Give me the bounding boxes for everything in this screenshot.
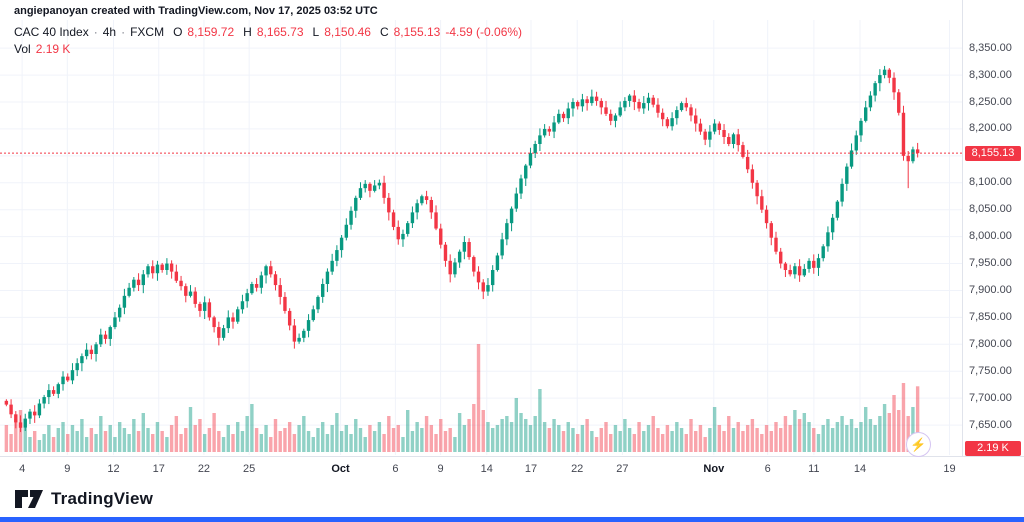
time-tick-label: 4	[19, 463, 26, 475]
tradingview-logo-icon[interactable]	[14, 488, 44, 510]
legend-separator: ·	[121, 25, 126, 39]
volume-series	[4, 344, 920, 452]
time-tick-label: 27	[616, 463, 629, 475]
price-tick-label: 7,650.00	[969, 418, 1012, 431]
time-tick-label: 9	[64, 463, 71, 475]
close-label: C	[379, 25, 389, 39]
time-tick-label: 12	[107, 463, 120, 475]
price-tick-label: 8,050.00	[969, 203, 1012, 216]
symbol-legend: CAC 40 Index · 4h · FXCM O 8,159.72 H 8,…	[14, 25, 522, 39]
volume-legend: Vol 2.19 K	[14, 42, 70, 56]
price-tick-label: 7,900.00	[969, 283, 1012, 296]
price-tick-label: 7,950.00	[969, 257, 1012, 270]
last-price-badge: 8,155.13	[965, 145, 1021, 161]
price-tick-label: 7,850.00	[969, 310, 1012, 323]
volume-badge: 2.19 K	[965, 441, 1021, 456]
low-label: L	[312, 25, 320, 39]
price-chart-canvas[interactable]	[0, 0, 1024, 456]
price-tick-label: 7,800.00	[969, 337, 1012, 350]
price-tick-label: 8,100.00	[969, 176, 1012, 189]
lightning-icon: ⚡	[910, 436, 927, 452]
interval-label[interactable]: 4h	[102, 25, 117, 39]
time-tick-label: 17	[524, 463, 538, 475]
bottom-accent-bar	[0, 517, 1024, 522]
volume-label[interactable]: Vol	[14, 42, 31, 56]
gridlines	[0, 20, 962, 455]
symbol-title[interactable]: CAC 40 Index	[14, 25, 89, 39]
time-tick-label: 6	[764, 463, 771, 475]
time-tick-label: 22	[571, 463, 584, 475]
open-value: 8,159.72	[187, 25, 235, 39]
high-label: H	[243, 25, 252, 39]
price-tick-label: 8,350.00	[969, 41, 1012, 54]
candlestick-series	[4, 65, 920, 433]
price-scale[interactable]: 8,155.13 2.19 K 8,350.00 8,300.00 8,250.00…	[962, 0, 1024, 456]
legend-separator: ·	[93, 25, 98, 39]
time-tick-label: 14	[480, 463, 493, 475]
price-tick-label: 8,250.00	[969, 95, 1012, 108]
time-tick-label: 14	[853, 463, 867, 475]
close-value: 8,155.13	[393, 25, 441, 39]
open-label: O	[173, 25, 183, 39]
tradingview-wordmark[interactable]: TradingView	[51, 488, 154, 508]
price-tick-label: 8,200.00	[969, 122, 1012, 135]
time-tick-month-label: Nov	[703, 463, 725, 475]
change-value: -4.59 (-0.06%)	[445, 25, 523, 39]
time-tick-label: 11	[808, 463, 820, 475]
price-tick-label: 8,000.00	[969, 230, 1012, 243]
instant-trading-button[interactable]: ⚡	[906, 432, 931, 457]
time-tick-label: 19	[943, 463, 956, 475]
volume-value: 2.19 K	[35, 42, 71, 56]
footer-bar: TradingView	[0, 480, 1024, 517]
attribution-text: angiepanoyan created with TradingView.co…	[14, 5, 378, 17]
low-value: 8,150.46	[324, 25, 371, 39]
time-tick-label: 25	[243, 463, 256, 475]
time-scale[interactable]: 4 9 12 17 22 25 Oct 6 9 14 17 22 27 Nov 6 11 14 19	[0, 456, 1024, 481]
time-tick-label: 17	[152, 463, 165, 475]
time-tick-label: 9	[437, 463, 444, 475]
price-tick-label: 8,300.00	[969, 68, 1012, 81]
time-tick-month-label: Oct	[331, 463, 350, 475]
time-tick-label: 6	[392, 463, 399, 475]
price-tick-label: 7,700.00	[969, 391, 1012, 404]
time-tick-label: 22	[197, 463, 211, 475]
high-value: 8,165.73	[256, 25, 304, 39]
exchange-label: FXCM	[130, 25, 165, 39]
price-tick-label: 7,750.00	[969, 364, 1012, 377]
